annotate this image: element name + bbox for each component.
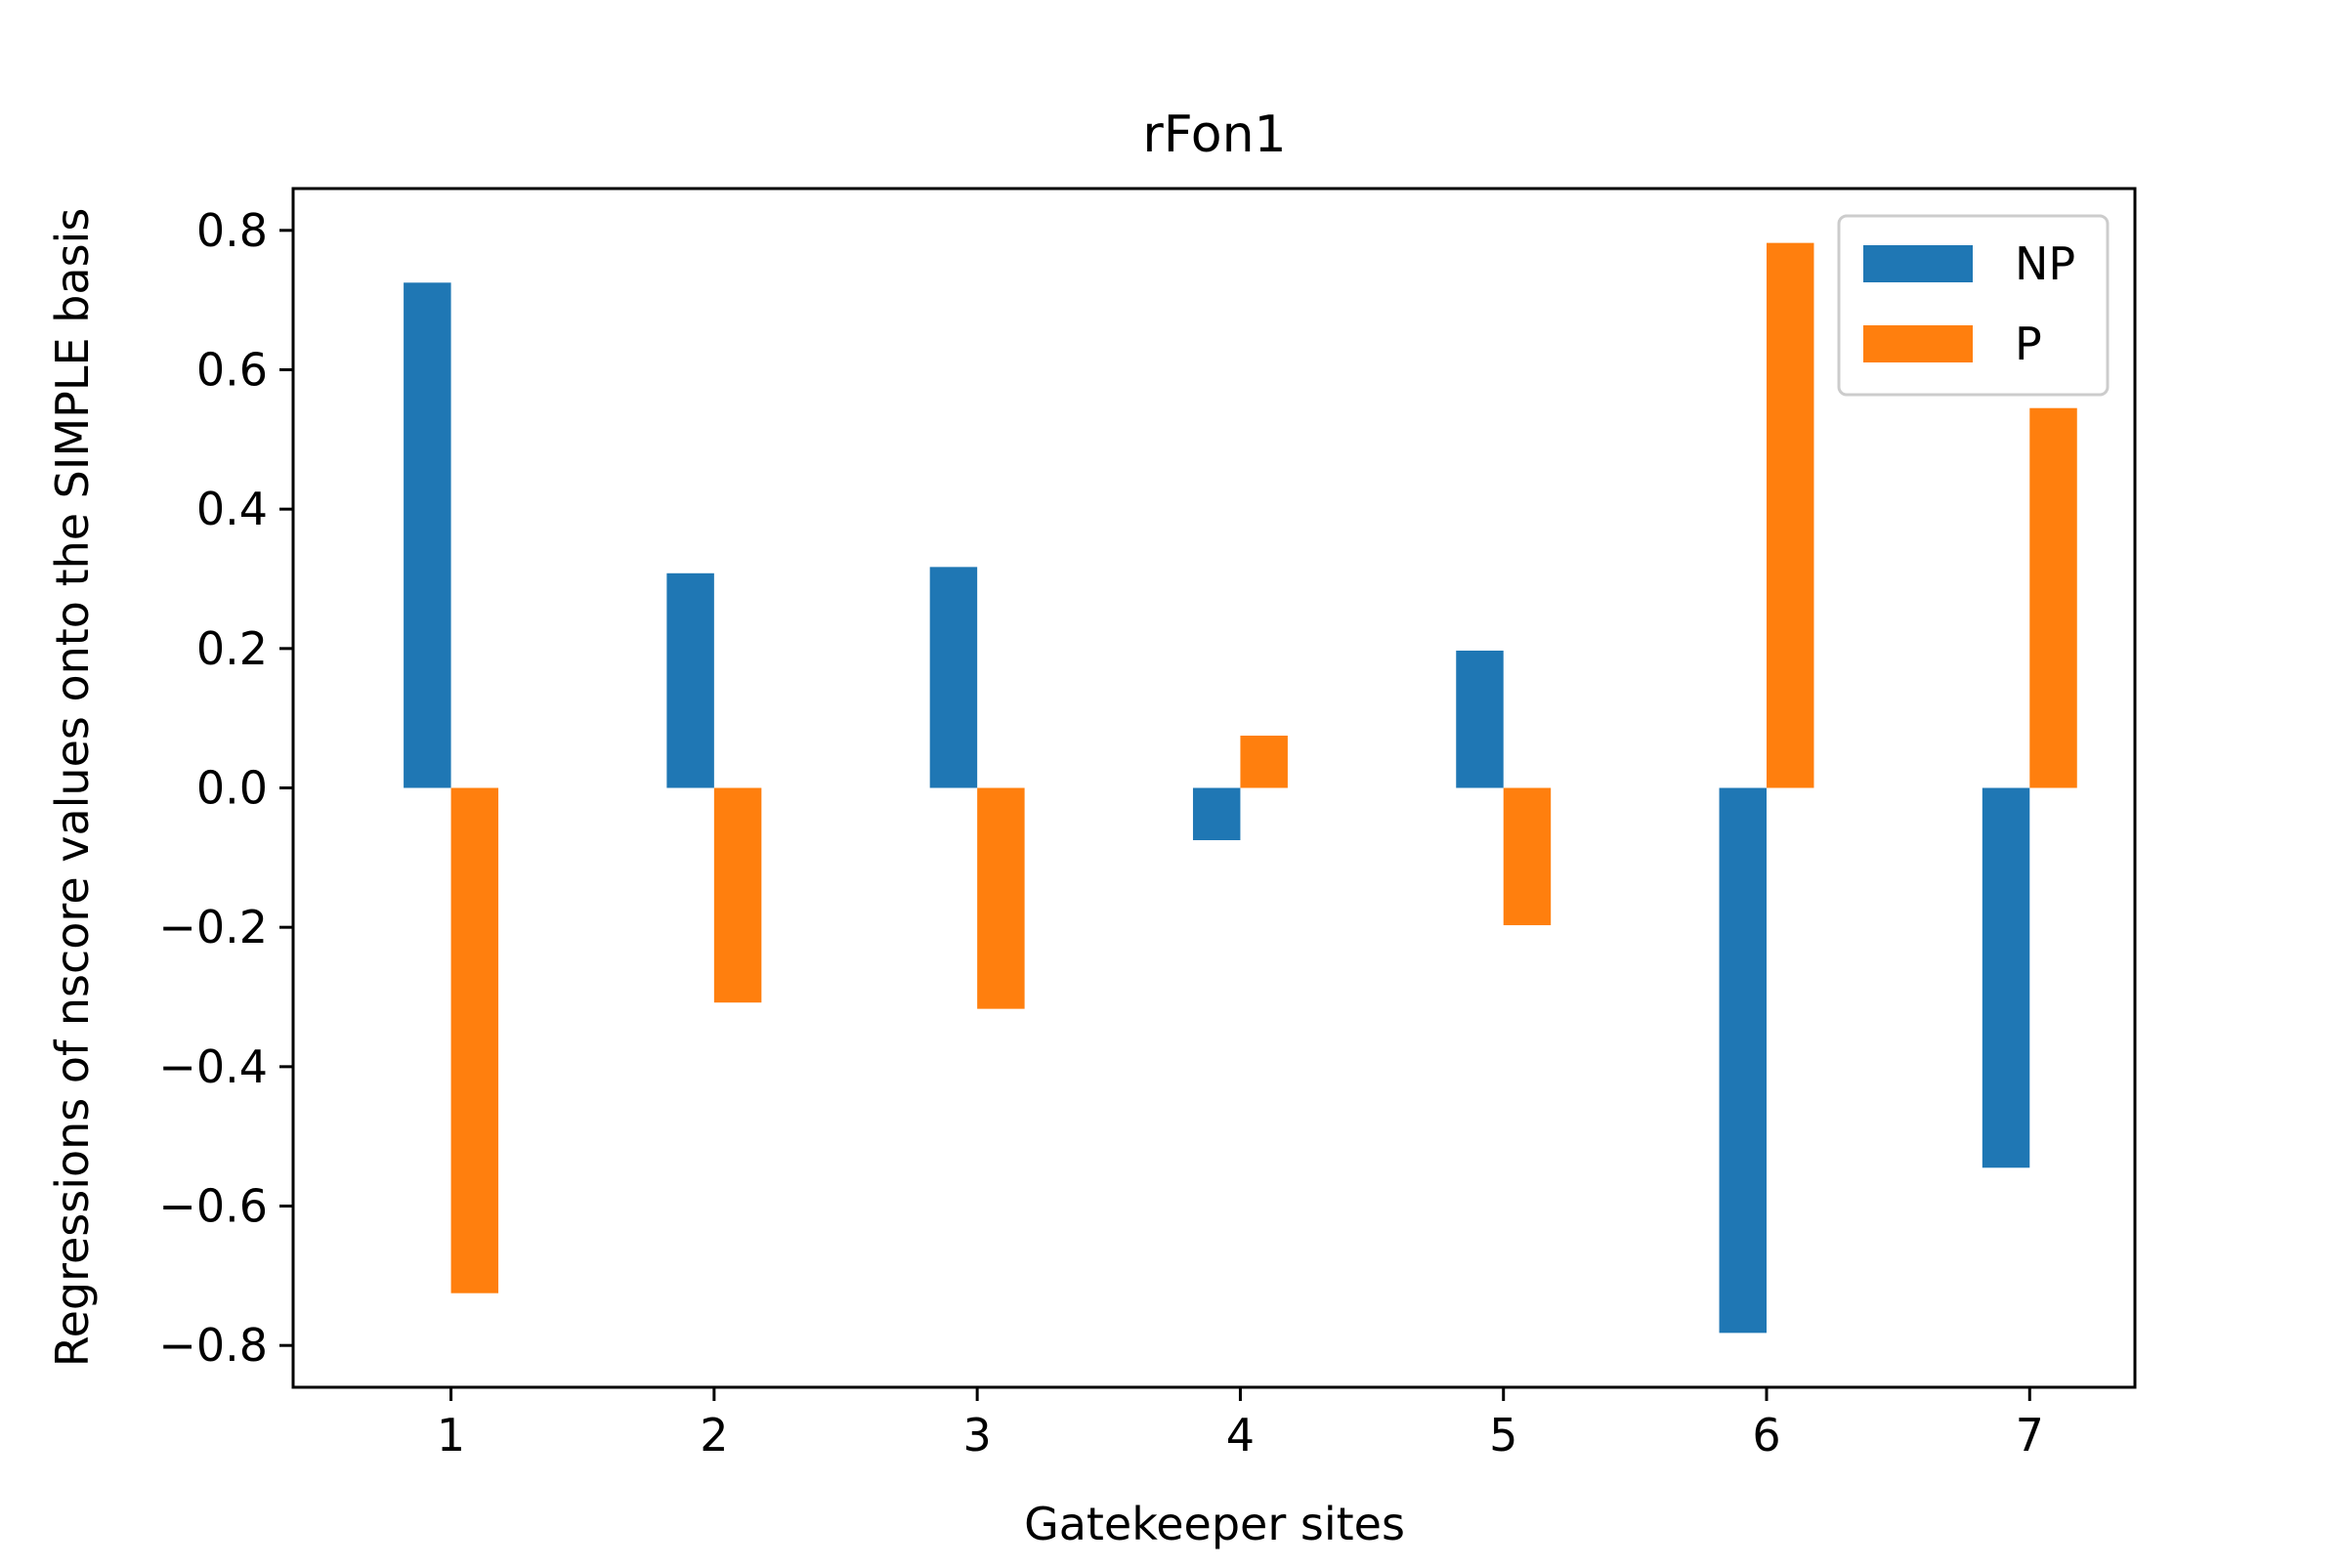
legend-label-np: NP (2015, 237, 2075, 290)
y-tick-label: 0.8 (196, 204, 268, 257)
bar-np-site-1 (404, 282, 451, 788)
y-tick-label: 0.2 (196, 622, 268, 675)
plot-frame (291, 187, 2137, 1389)
x-axis-label: Gatekeeper sites (1024, 1498, 1405, 1550)
y-tick-label: −0.8 (158, 1319, 268, 1372)
bar-np-site-2 (666, 572, 714, 788)
bar-np-site-5 (1456, 650, 1504, 788)
legend: NP P (1837, 214, 2110, 397)
x-tick-label: 2 (700, 1409, 728, 1462)
bar-np-site-6 (1719, 787, 1767, 1334)
legend-swatch-np (1863, 245, 1973, 282)
x-tick-label: 1 (437, 1409, 465, 1462)
bar-p-site-6 (1767, 242, 1814, 788)
bar-p-site-2 (713, 787, 762, 1003)
x-tick-label: 3 (963, 1409, 992, 1462)
legend-swatch-p (1863, 325, 1973, 362)
y-tick-label: 0.0 (196, 762, 268, 815)
bar-p-site-7 (2029, 407, 2077, 788)
y-axis-label: Regressions of nscore values onto the SI… (46, 208, 99, 1368)
bar-p-site-5 (1503, 787, 1552, 926)
x-tick-label: 6 (1752, 1409, 1780, 1462)
x-tick-label: 7 (2016, 1409, 2044, 1462)
y-tick-label: −0.6 (158, 1180, 268, 1233)
x-tick-label: 5 (1489, 1409, 1517, 1462)
bar-p-site-3 (977, 787, 1025, 1009)
bar-np-site-3 (929, 567, 978, 788)
y-tick-label: 0.4 (196, 483, 268, 535)
bar-np-site-4 (1192, 787, 1241, 841)
bar-np-site-7 (1982, 787, 2030, 1168)
bar-p-site-1 (450, 787, 499, 1293)
y-tick-label: −0.2 (158, 901, 268, 954)
legend-label-p: P (2015, 318, 2042, 370)
x-tick-label: 4 (1226, 1409, 1255, 1462)
y-tick-label: 0.6 (196, 343, 268, 396)
chart-title: rFon1 (1142, 106, 1286, 164)
y-tick-label: −0.4 (158, 1040, 268, 1093)
bar-p-site-4 (1240, 735, 1288, 788)
